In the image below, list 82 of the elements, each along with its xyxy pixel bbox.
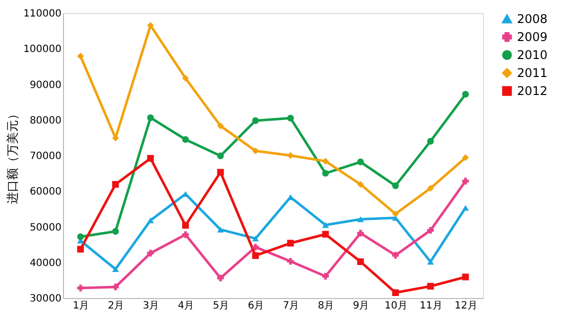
- y-tick-label: 110000: [23, 8, 62, 20]
- point: [252, 252, 259, 259]
- point: [182, 136, 189, 143]
- point: [77, 284, 84, 292]
- point: [427, 138, 434, 145]
- point: [322, 170, 329, 177]
- x-tick-label: 5月: [212, 300, 230, 312]
- point: [182, 222, 189, 229]
- point: [287, 240, 294, 246]
- point: [287, 114, 294, 122]
- point: [322, 272, 329, 280]
- point: [182, 231, 189, 238]
- legend-label: 2010: [517, 48, 548, 62]
- point: [322, 158, 329, 165]
- point: [147, 250, 154, 256]
- y-tick-label: 30000: [30, 294, 62, 304]
- point: [357, 216, 364, 222]
- point: [147, 114, 154, 122]
- point: [252, 236, 259, 242]
- y-tick-label: 40000: [30, 258, 62, 269]
- point: [392, 182, 399, 190]
- x-tick-label: 7月: [282, 300, 300, 312]
- point: [462, 204, 469, 211]
- x-tick-label: 4月: [178, 300, 194, 312]
- point: [427, 258, 434, 265]
- point: [147, 217, 154, 224]
- point: [322, 222, 329, 228]
- point: [392, 289, 399, 296]
- point: [77, 246, 84, 253]
- point: [357, 158, 364, 166]
- point: [112, 228, 119, 235]
- x-tick-label: 8月: [318, 300, 334, 312]
- point: [357, 258, 364, 266]
- y-axis-title: 进口额（万美元）: [5, 108, 20, 204]
- point: [462, 274, 469, 280]
- point: [217, 226, 224, 233]
- y-tick-label: 90000: [30, 80, 62, 91]
- x-tick-label: 6月: [248, 300, 264, 312]
- x-tick-label: 9月: [352, 300, 370, 312]
- y-tick-label: 70000: [30, 151, 62, 162]
- legend-label: 2012: [517, 84, 548, 98]
- point: [252, 117, 259, 124]
- legend-label: 2011: [517, 66, 548, 80]
- x-tick-label: 3月: [142, 300, 160, 312]
- point: [77, 233, 84, 240]
- point: [287, 152, 294, 159]
- legend-label: 2008: [517, 12, 548, 26]
- point: [462, 90, 469, 98]
- point: [112, 284, 119, 290]
- point: [112, 266, 119, 272]
- y-tick-label: 80000: [30, 115, 62, 126]
- point: [287, 258, 294, 265]
- point: [252, 148, 259, 154]
- point: [252, 244, 259, 250]
- x-tick-label: 11月: [420, 300, 442, 312]
- point: [462, 154, 469, 161]
- point: [427, 282, 434, 290]
- point: [182, 74, 189, 82]
- point: [392, 210, 399, 218]
- point: [217, 152, 224, 160]
- point: [322, 230, 329, 238]
- point: [462, 178, 469, 185]
- point: [217, 122, 224, 130]
- point: [147, 22, 154, 29]
- y-tick-label: 100000: [23, 44, 62, 56]
- point: [357, 230, 364, 237]
- y-tick-label: 60000: [30, 186, 62, 198]
- point: [217, 168, 224, 176]
- point: [77, 52, 84, 60]
- point: [357, 181, 364, 188]
- x-tick-label: 12月: [454, 300, 478, 312]
- x-tick-label: 1月: [72, 300, 90, 312]
- y-tick-label: 50000: [30, 222, 62, 234]
- point: [147, 154, 154, 162]
- x-tick-label: 10月: [384, 300, 408, 312]
- point: [112, 181, 119, 188]
- point: [392, 252, 399, 259]
- point: [217, 274, 224, 282]
- x-tick-label: 2月: [108, 300, 124, 312]
- legend-label: 2009: [517, 30, 548, 44]
- point: [427, 226, 434, 234]
- point: [427, 184, 434, 192]
